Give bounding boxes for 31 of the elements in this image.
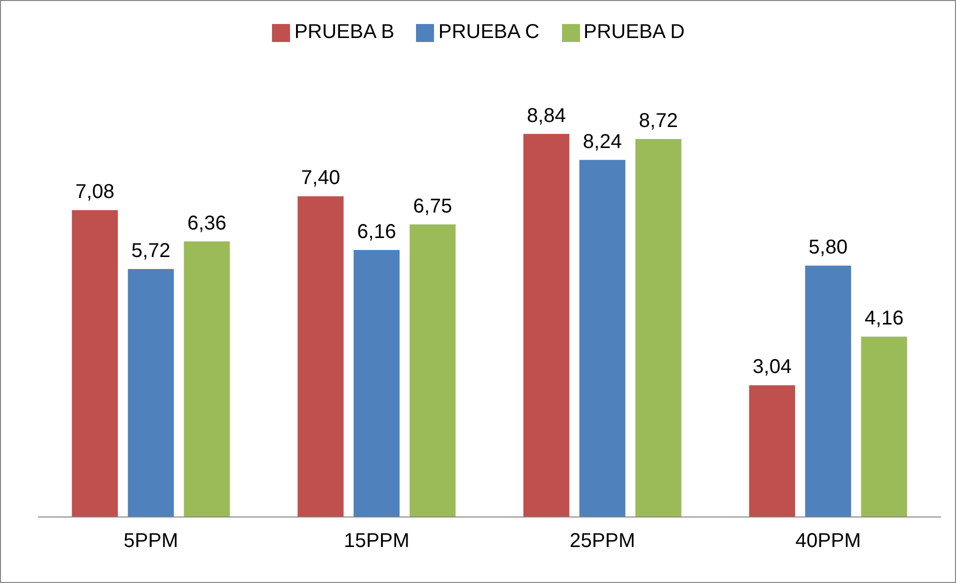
x-tick-label: 5PPM [124,530,178,552]
data-label: 6,36 [187,212,226,234]
data-label: 8,24 [582,130,622,153]
legend-label: PRUEBA C [438,21,540,43]
data-label: 5,72 [131,240,170,262]
data-label: 6,75 [413,195,452,218]
bar [184,241,230,517]
x-tick-label: 15PPM [344,530,410,552]
legend-label: PRUEBA D [584,21,685,43]
bar [410,224,456,517]
data-label: 7,08 [75,181,114,204]
bar [523,134,570,517]
legend-label: PRUEBA B [294,21,394,43]
bar [805,266,852,517]
bar [298,196,344,517]
x-tick-label: 40PPM [795,530,861,552]
data-label: 8,84 [526,104,566,127]
data-label: 4,16 [864,308,904,330]
bar [72,210,118,517]
data-label: 6,16 [357,220,396,243]
data-label: 3,04 [752,356,792,378]
x-tick-label: 25PPM [570,530,636,552]
bar [635,139,682,517]
bar [354,250,400,517]
bar [579,160,626,517]
data-label: 8,72 [638,110,678,132]
bar [128,269,174,517]
data-label: 7,40 [301,167,340,190]
bar [749,385,796,517]
data-label: 5,80 [808,236,848,259]
bar [861,336,908,517]
